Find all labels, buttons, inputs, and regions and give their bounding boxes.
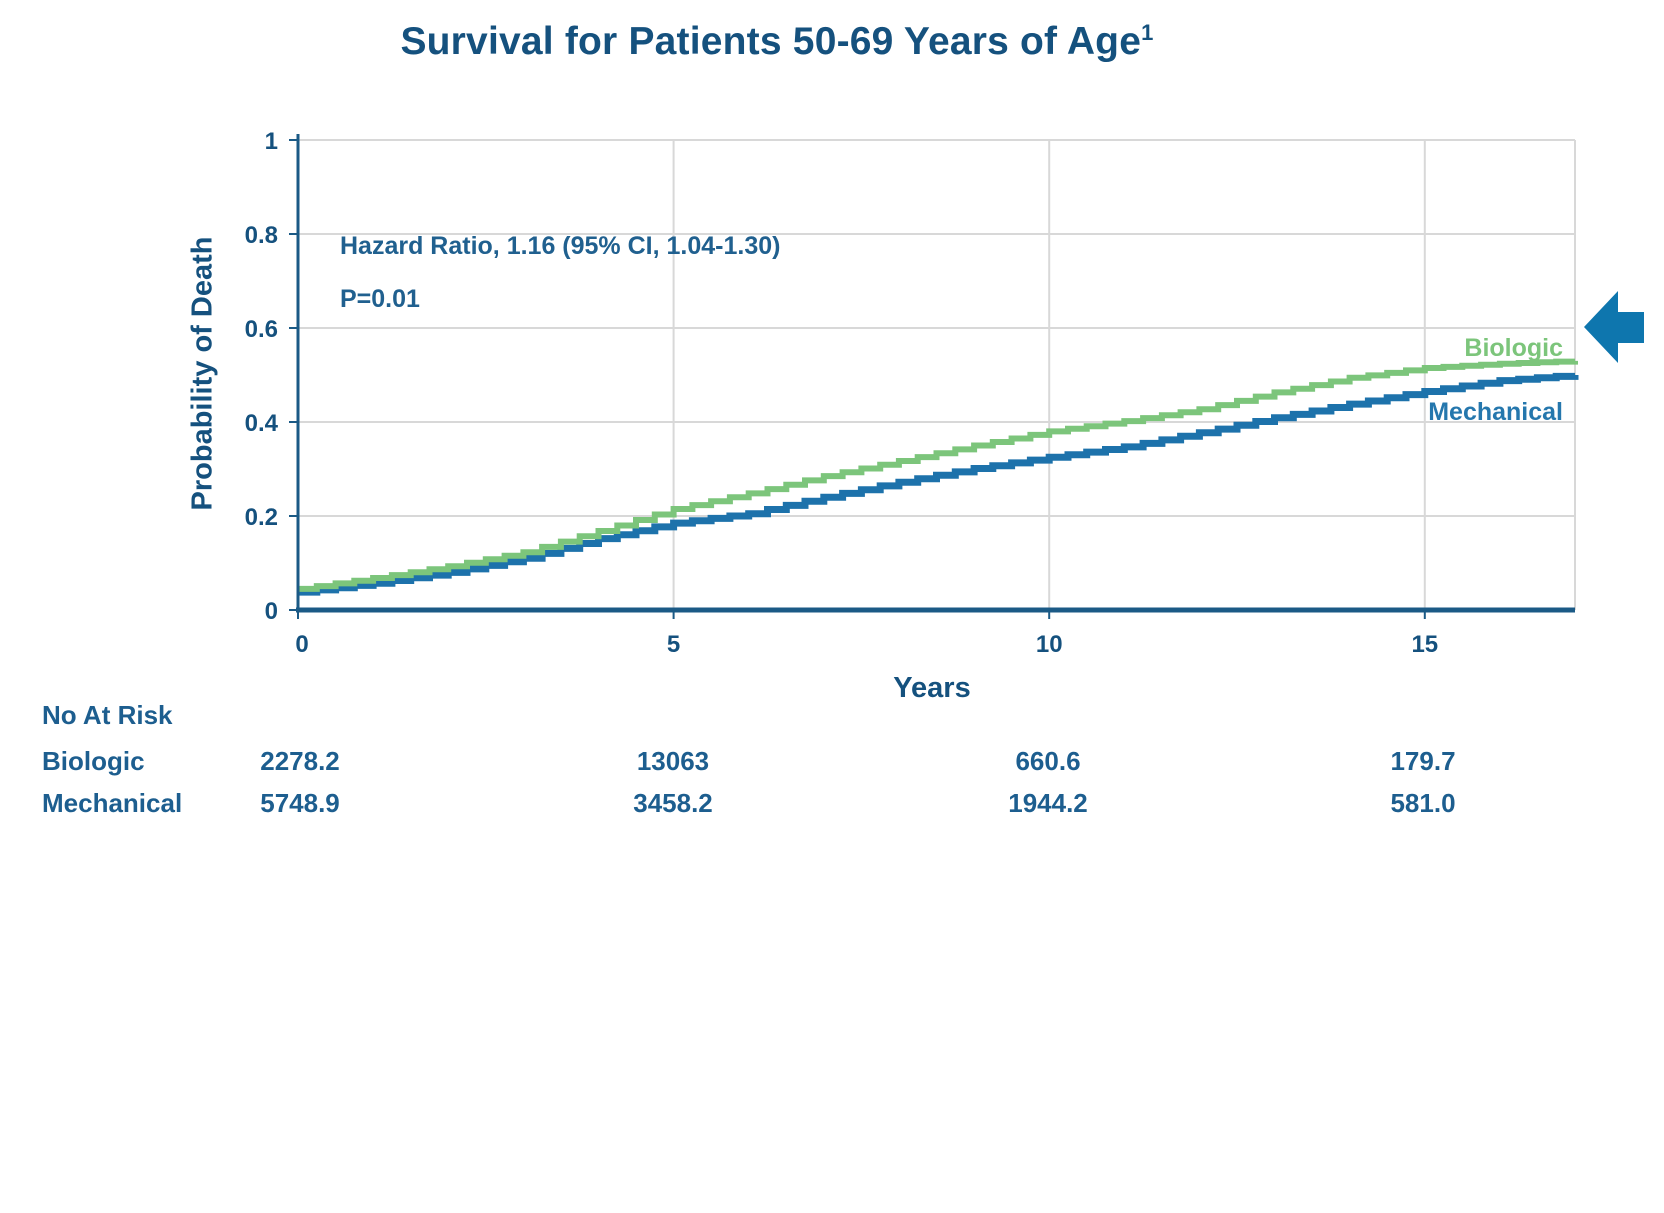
survival-chart: 00.20.40.60.810 5 10 15 bbox=[245, 128, 1644, 658]
x-tick-label: 5 bbox=[667, 631, 680, 658]
y-tick-label: 0.6 bbox=[245, 316, 278, 343]
hazard-ratio-annotation: Hazard Ratio, 1.16 (95% CI, 1.04-1.30) P… bbox=[340, 232, 780, 314]
mechanical-curve bbox=[298, 372, 1579, 596]
risk-table-header: No At Risk bbox=[42, 700, 173, 730]
risk-row-label: Biologic bbox=[42, 746, 145, 776]
x-tick-label: 10 bbox=[1036, 631, 1063, 658]
biologic-curve bbox=[298, 358, 1578, 592]
biologic-curve-label: Biologic bbox=[1464, 334, 1563, 362]
hazard-ratio-text: Hazard Ratio, 1.16 (95% CI, 1.04-1.30) bbox=[340, 232, 781, 260]
y-tick-label: 0.8 bbox=[245, 222, 278, 249]
p-value-text: P=0.01 bbox=[340, 285, 420, 313]
left-arrow-icon bbox=[1584, 291, 1644, 363]
y-tick-label: 1 bbox=[265, 128, 278, 155]
y-tick-label: 0.4 bbox=[245, 410, 279, 437]
x-tick-label: 15 bbox=[1411, 631, 1438, 658]
y-tick-label: 0 bbox=[265, 598, 278, 625]
chart-title-text: Survival for Patients 50-69 Years of Age bbox=[400, 20, 1142, 63]
risk-value: 3458.2 bbox=[633, 788, 713, 818]
chart-title-superscript: 1 bbox=[1141, 20, 1154, 45]
risk-row-label: Mechanical bbox=[42, 788, 183, 818]
x-tick-label: 0 bbox=[295, 631, 308, 658]
y-axis-title: Probability of Death bbox=[186, 236, 219, 511]
risk-value: 1944.2 bbox=[1008, 788, 1088, 818]
mechanical-curve-label: Mechanical bbox=[1428, 398, 1563, 426]
risk-value: 2278.2 bbox=[260, 746, 340, 776]
risk-value: 13063 bbox=[636, 746, 710, 776]
risk-value: 179.7 bbox=[1390, 746, 1456, 776]
risk-value: 660.6 bbox=[1015, 746, 1081, 776]
x-axis-title: Years bbox=[893, 672, 971, 704]
risk-value: 5748.9 bbox=[260, 788, 340, 818]
chart-title: Survival for Patients 50-69 Years of Age… bbox=[0, 20, 1554, 64]
risk-value: 581.0 bbox=[1390, 788, 1456, 818]
y-tick-label: 0.2 bbox=[245, 504, 278, 531]
